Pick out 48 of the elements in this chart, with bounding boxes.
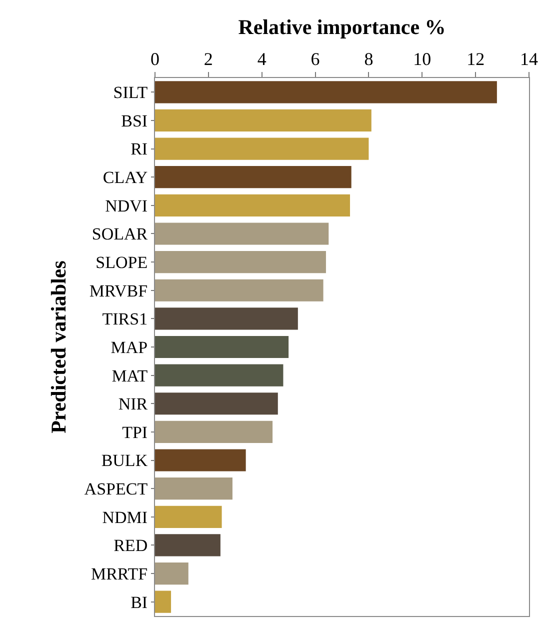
- bar: [155, 562, 188, 585]
- y-tick-label: TPI: [122, 422, 148, 442]
- x-tick-label: 10: [413, 48, 432, 69]
- bar: [155, 449, 246, 472]
- x-tick-label: 8: [364, 48, 374, 69]
- y-tick-label: ASPECT: [84, 480, 148, 499]
- bar: [155, 109, 372, 132]
- x-tick-label: 4: [257, 48, 266, 69]
- y-tick-label: MAP: [110, 338, 148, 357]
- y-axis-title: Predicted variables: [46, 260, 70, 434]
- x-tick-label: 12: [466, 48, 485, 69]
- y-tick-label: RED: [114, 536, 148, 556]
- bar: [155, 506, 222, 528]
- x-tick-label: 0: [150, 48, 160, 69]
- bar: [155, 308, 298, 330]
- y-tick-label: TIRS1: [102, 310, 148, 329]
- bar: [155, 392, 278, 415]
- y-tick-label: NDVI: [105, 196, 148, 216]
- y-tick-label: SILT: [113, 83, 148, 102]
- bar: [155, 534, 220, 556]
- bar: [155, 138, 369, 160]
- y-tick-label: CLAY: [102, 168, 148, 188]
- bar: [155, 364, 284, 386]
- y-tick-label: BSI: [121, 111, 148, 130]
- bar: [155, 478, 232, 500]
- y-tick-label: NDMI: [102, 508, 148, 527]
- y-tick-label: MRVBF: [89, 281, 148, 300]
- bar: [155, 336, 289, 358]
- y-tick-label: BI: [130, 592, 148, 612]
- bar: [155, 251, 326, 274]
- bar: [155, 222, 329, 245]
- bar: [155, 81, 497, 104]
- y-tick-label: SLOPE: [96, 253, 148, 272]
- x-tick-label: 14: [520, 48, 538, 69]
- bar: [155, 194, 350, 216]
- bar: [155, 279, 324, 302]
- bar: [155, 166, 352, 188]
- x-axis-title: Relative importance %: [238, 14, 446, 39]
- y-tick-label: SOLAR: [92, 224, 148, 244]
- y-tick-label: NIR: [118, 394, 148, 414]
- bar: [155, 590, 172, 613]
- bar: [155, 420, 273, 443]
- x-tick-label: 2: [204, 48, 213, 69]
- y-tick-label: MAT: [112, 366, 148, 386]
- y-tick-label: BULK: [101, 451, 148, 470]
- x-tick-label: 6: [310, 48, 320, 69]
- y-tick-label: RI: [130, 140, 148, 159]
- y-tick-label: MRRTF: [90, 564, 148, 584]
